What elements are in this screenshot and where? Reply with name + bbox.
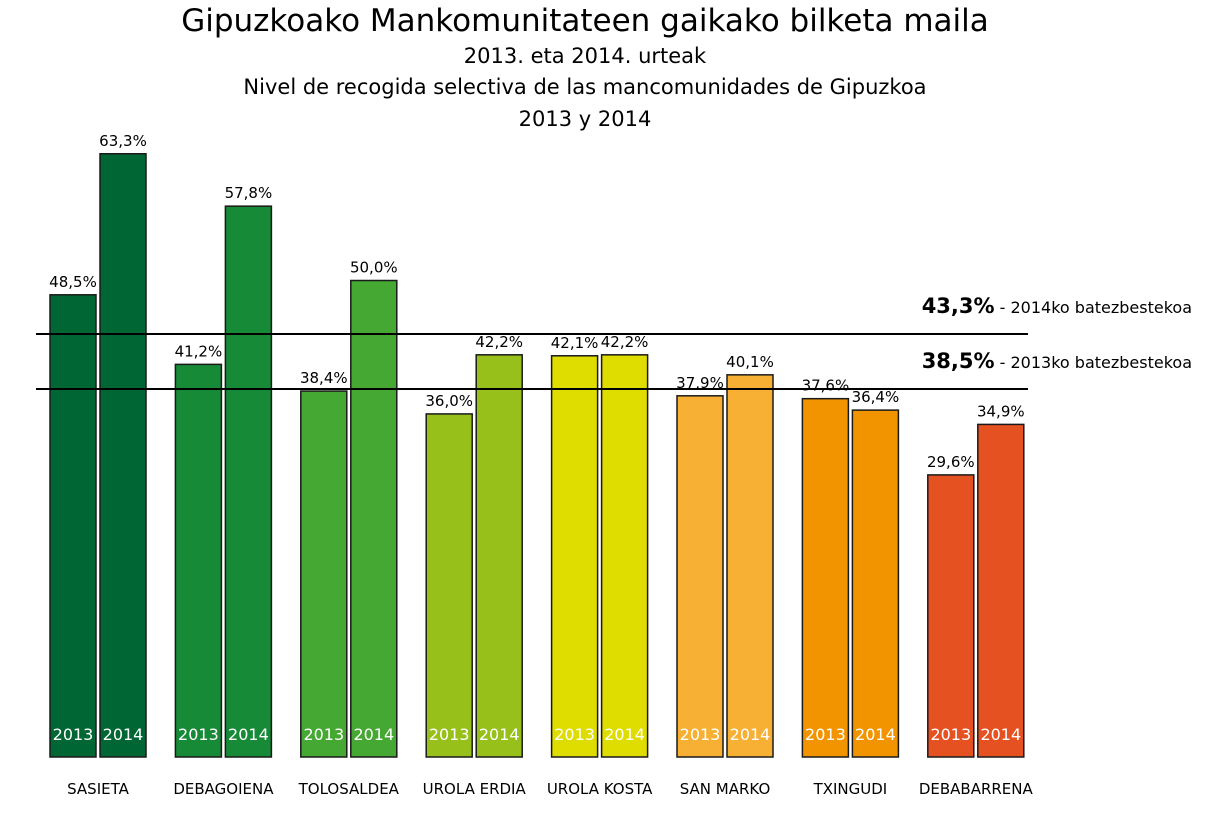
bar-year-label: 2013: [554, 725, 595, 744]
data-label: 57,8%: [225, 184, 273, 202]
bar-year-label: 2013: [429, 725, 470, 744]
bar-sasieta-2013: [49, 294, 97, 758]
bar-year-label: 2014: [228, 725, 269, 744]
bar-urola-kosta-2013: [550, 355, 599, 758]
bar-tolosaldea-2013: [300, 390, 348, 758]
bar-year-label: 2014: [103, 725, 144, 744]
category-label: DEBAGOIENA: [173, 780, 274, 798]
category-label: UROLA ERDIA: [423, 780, 527, 798]
average-text: - 2014ko batezbestekoa: [995, 298, 1192, 317]
bar-year-label: 2013: [805, 725, 846, 744]
data-label: 42,1%: [551, 334, 599, 352]
chart-subtitle-2: Nivel de recogida selectiva de las manco…: [243, 75, 926, 99]
bar-year-label: 2014: [980, 725, 1021, 744]
category-label: UROLA KOSTA: [547, 780, 653, 798]
data-label: 38,4%: [300, 369, 348, 387]
bar-debagoiena-2013: [174, 363, 223, 758]
data-label: 63,3%: [99, 132, 147, 150]
bar-urola-kosta-2014: [600, 354, 649, 758]
bar-san-marko-2014: [726, 374, 774, 758]
bar-txingudi-2013: [801, 397, 850, 758]
data-label: 37,9%: [676, 374, 724, 392]
bar-sasieta-2014: [99, 153, 147, 758]
bar-san-marko-2013: [676, 395, 724, 758]
bar-year-label: 2013: [53, 725, 94, 744]
average-text: - 2013ko batezbestekoa: [995, 353, 1192, 372]
data-label: 36,0%: [425, 392, 473, 410]
bar-year-label: 2013: [680, 725, 721, 744]
chart-title: Gipuzkoako Mankomunitateen gaikako bilke…: [181, 3, 989, 39]
bar-debabarrena-2013: [927, 474, 975, 758]
data-label: 36,4%: [852, 388, 900, 406]
bar-year-label: 2014: [604, 725, 645, 744]
chart-subtitle-3: 2013 y 2014: [519, 107, 652, 131]
data-label: 34,9%: [977, 402, 1025, 420]
data-label: 48,5%: [49, 273, 97, 291]
bar-debagoiena-2014: [224, 205, 273, 758]
category-label: TOLOSALDEA: [298, 780, 400, 798]
data-label: 42,2%: [601, 333, 649, 351]
category-label: SAN MARKO: [680, 780, 771, 798]
chart-subtitle-1: 2013. eta 2014. urteak: [464, 44, 707, 68]
category-label: TXINGUDI: [813, 780, 888, 798]
bar-urola-erdia-2013: [425, 413, 473, 758]
data-label: 50,0%: [350, 259, 398, 277]
category-label: DEBABARRENA: [919, 780, 1034, 798]
average-value: 38,5%: [922, 349, 995, 373]
data-label: 42,2%: [475, 333, 523, 351]
bar-urola-erdia-2014: [475, 354, 523, 758]
bar-year-label: 2013: [930, 725, 971, 744]
data-label: 37,6%: [802, 377, 850, 395]
bar-tolosaldea-2014: [350, 279, 398, 758]
bar-year-label: 2014: [479, 725, 520, 744]
bar-year-label: 2014: [353, 725, 394, 744]
bar-year-label: 2013: [178, 725, 219, 744]
bar-year-label: 2014: [730, 725, 771, 744]
data-label: 41,2%: [175, 342, 223, 360]
category-label: SASIETA: [67, 780, 129, 798]
data-label: 40,1%: [726, 353, 774, 371]
data-label: 29,6%: [927, 453, 975, 471]
average-value: 43,3%: [922, 294, 995, 318]
average-label: 38,5% - 2013ko batezbestekoa: [922, 349, 1192, 373]
bar-year-label: 2014: [855, 725, 896, 744]
bar-year-label: 2013: [303, 725, 344, 744]
bar-debabarrena-2014: [977, 423, 1025, 758]
average-label: 43,3% - 2014ko batezbestekoa: [922, 294, 1192, 318]
bar-txingudi-2014: [851, 409, 900, 758]
